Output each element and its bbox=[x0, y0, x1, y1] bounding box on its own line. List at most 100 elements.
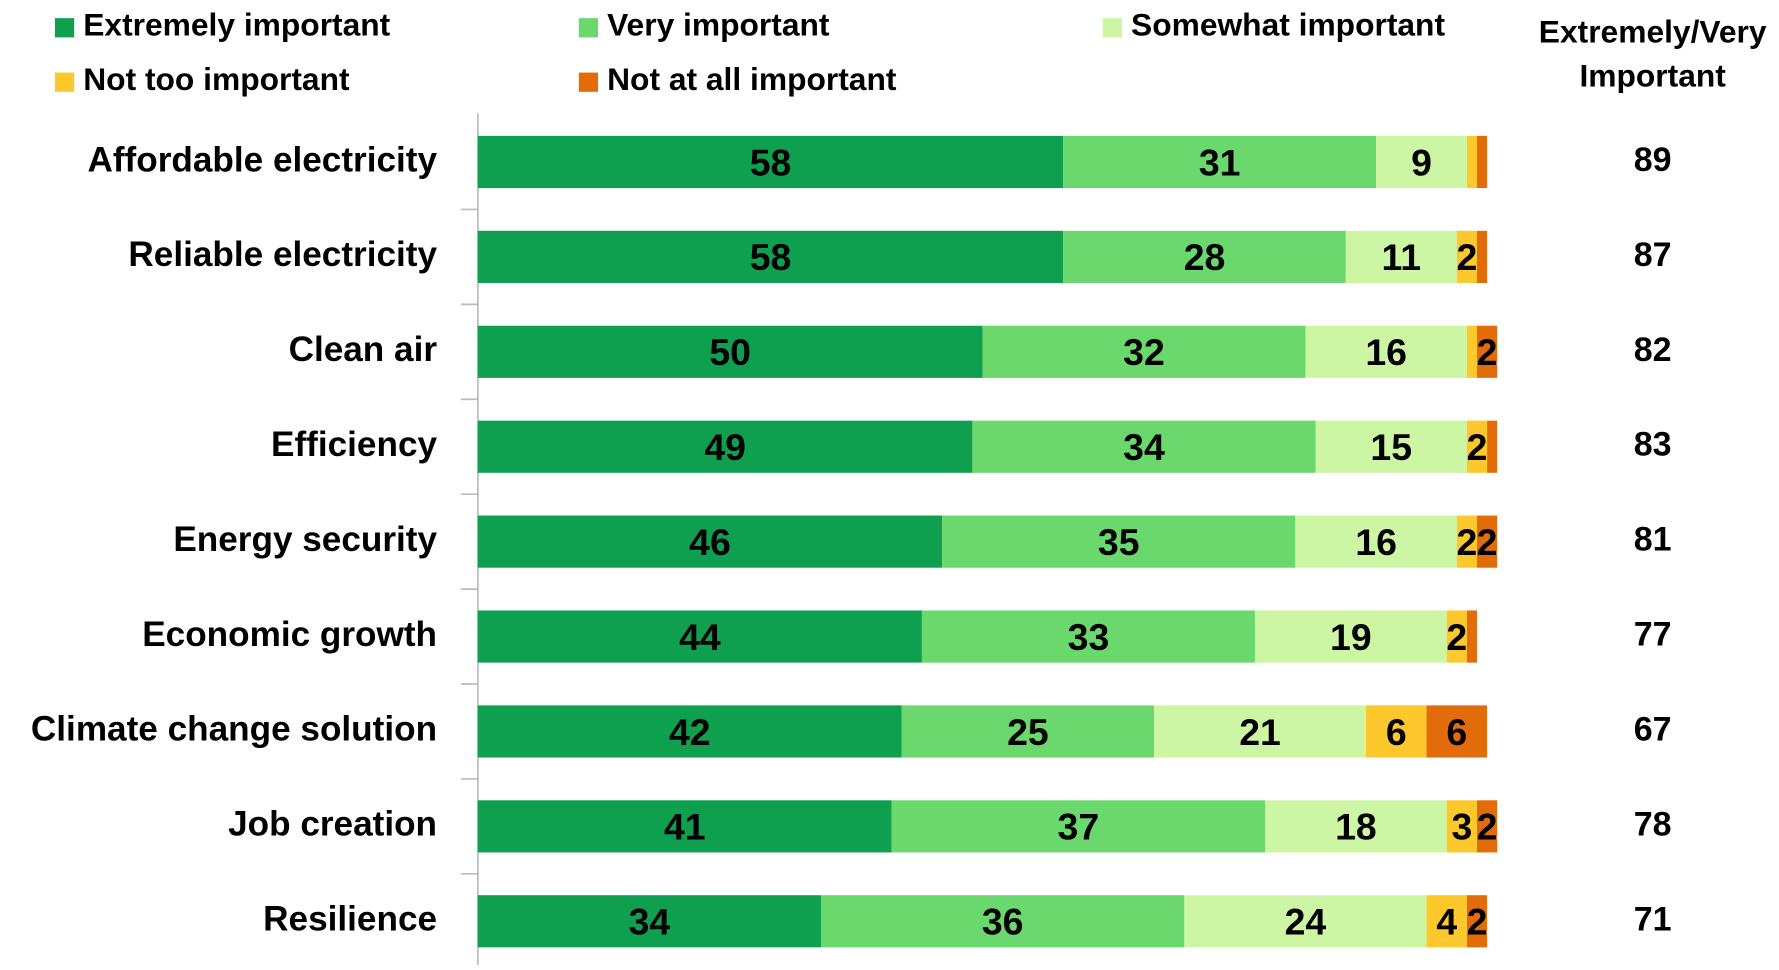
data-label: 33 bbox=[1068, 616, 1110, 658]
bar-segment bbox=[1426, 705, 1488, 758]
data-label: 58 bbox=[750, 141, 792, 183]
data-label: 2 bbox=[1467, 901, 1488, 943]
data-label: 19 bbox=[1330, 616, 1372, 658]
bar-segment bbox=[901, 705, 1155, 758]
total-label: 81 bbox=[1634, 521, 1672, 559]
data-label: 2 bbox=[1477, 806, 1498, 848]
category-label: Job creation bbox=[228, 805, 437, 844]
data-label: 42 bbox=[669, 711, 711, 753]
legend-label: Not at all important bbox=[607, 61, 897, 97]
data-label: 49 bbox=[704, 426, 746, 468]
bar-segment bbox=[477, 135, 1064, 189]
category-label: Climate change solution bbox=[31, 710, 437, 749]
data-label: 2 bbox=[1457, 521, 1478, 563]
data-label: 24 bbox=[1285, 901, 1327, 943]
data-label: 31 bbox=[1199, 141, 1241, 183]
legend-label: Extremely important bbox=[83, 7, 390, 43]
bar-segment bbox=[1456, 230, 1478, 283]
category-label: Reliable electricity bbox=[128, 235, 437, 274]
data-label: 2 bbox=[1446, 616, 1467, 658]
data-label: 2 bbox=[1477, 331, 1498, 373]
data-label: 6 bbox=[1386, 711, 1407, 753]
total-label: 89 bbox=[1634, 141, 1672, 179]
bar-segment bbox=[477, 705, 902, 758]
data-label: 35 bbox=[1098, 521, 1140, 563]
bar-segment bbox=[1154, 705, 1366, 758]
legend-swatch bbox=[54, 72, 75, 92]
bar-segment bbox=[1254, 610, 1447, 663]
bar-segment bbox=[1466, 610, 1478, 663]
data-label: 44 bbox=[679, 616, 721, 658]
bar-segment bbox=[1477, 135, 1488, 189]
legend-swatch bbox=[1102, 18, 1122, 38]
data-label: 46 bbox=[689, 521, 731, 563]
bar-segment bbox=[972, 420, 1316, 473]
category-label: Efficiency bbox=[271, 425, 437, 464]
bar-segment bbox=[1315, 420, 1467, 473]
total-label: 71 bbox=[1634, 900, 1672, 938]
bar-segment bbox=[1426, 895, 1467, 948]
data-label: 2 bbox=[1477, 521, 1498, 563]
data-label: 9 bbox=[1411, 141, 1432, 183]
bar-segment bbox=[477, 800, 892, 853]
data-label: 36 bbox=[982, 901, 1024, 943]
bar-segment bbox=[1477, 800, 1498, 853]
total-label: 78 bbox=[1634, 805, 1672, 843]
data-label: 18 bbox=[1335, 806, 1377, 848]
bar-segment bbox=[942, 515, 1296, 568]
bar-segment bbox=[1466, 420, 1488, 473]
data-label: 34 bbox=[1123, 426, 1165, 468]
bar-segment bbox=[1365, 705, 1427, 758]
legend-label: Somewhat important bbox=[1131, 7, 1445, 43]
bar-segment bbox=[1063, 135, 1377, 189]
category-label: Affordable electricity bbox=[87, 140, 437, 179]
data-label: 16 bbox=[1355, 521, 1397, 563]
bar-segment bbox=[1456, 515, 1478, 568]
bar-segment bbox=[1446, 800, 1478, 853]
bar-segment bbox=[477, 230, 1064, 283]
bar-segment bbox=[891, 800, 1266, 853]
bar-segment bbox=[1446, 610, 1467, 663]
data-label: 11 bbox=[1382, 236, 1422, 278]
bar-segment bbox=[1305, 325, 1467, 378]
total-label: 82 bbox=[1634, 331, 1672, 369]
total-label: 67 bbox=[1634, 710, 1672, 748]
data-label: 15 bbox=[1370, 426, 1412, 468]
bar-segment bbox=[1376, 135, 1467, 189]
bar-segment bbox=[1477, 515, 1498, 568]
bar-segment bbox=[1466, 135, 1478, 189]
category-label: Energy security bbox=[173, 520, 437, 559]
bar-segment bbox=[477, 610, 922, 663]
bar-segment bbox=[1466, 895, 1488, 948]
category-label: Economic growth bbox=[142, 615, 437, 654]
bar-segment bbox=[1184, 895, 1427, 948]
bar-segment bbox=[821, 895, 1185, 948]
data-label: 41 bbox=[664, 806, 706, 848]
legend-swatch bbox=[578, 72, 599, 92]
total-label: 83 bbox=[1634, 426, 1672, 464]
data-label: 37 bbox=[1058, 806, 1100, 848]
data-label: 16 bbox=[1365, 331, 1407, 373]
totals-title: Extremely/Very bbox=[1539, 13, 1767, 49]
data-label: 6 bbox=[1446, 711, 1467, 753]
bar-segment bbox=[1063, 230, 1346, 283]
data-label: 34 bbox=[629, 901, 671, 943]
data-label: 2 bbox=[1457, 236, 1478, 278]
bar-segment bbox=[1487, 420, 1498, 473]
data-label: 21 bbox=[1239, 711, 1281, 753]
bar-segment bbox=[477, 325, 983, 378]
bar-segment bbox=[1477, 230, 1488, 283]
bar-segment bbox=[477, 420, 973, 473]
totals-title: Important bbox=[1579, 58, 1726, 94]
bar-segment bbox=[1477, 325, 1498, 378]
data-label: 3 bbox=[1451, 806, 1472, 848]
legend-label: Very important bbox=[607, 7, 830, 43]
data-label: 32 bbox=[1123, 331, 1165, 373]
data-label: 28 bbox=[1184, 236, 1226, 278]
total-label: 87 bbox=[1634, 236, 1672, 274]
bar-segment bbox=[477, 515, 943, 568]
bar-segment bbox=[982, 325, 1306, 378]
data-label: 25 bbox=[1007, 711, 1049, 753]
data-label: 58 bbox=[750, 236, 792, 278]
